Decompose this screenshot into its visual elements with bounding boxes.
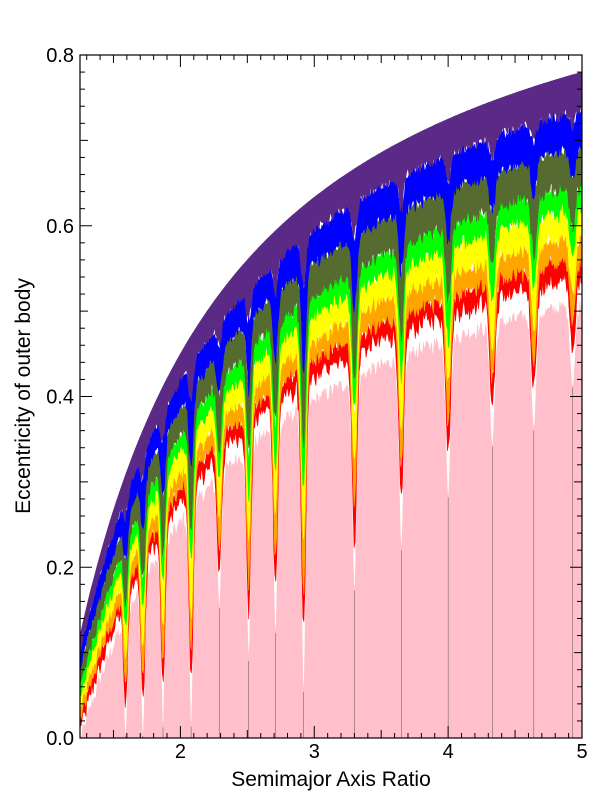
y-axis-ticks: 0.0 0.2 0.4 0.6 0.8: [46, 45, 582, 750]
x-tick-label: 2: [175, 741, 186, 763]
y-tick-label: 0.6: [46, 216, 74, 238]
y-tick-label: 0.4: [46, 387, 74, 409]
x-tick-label: 5: [576, 741, 587, 763]
band-stable: [80, 300, 582, 738]
y-tick-label: 0.0: [46, 728, 74, 750]
y-axis-title: Eccentricity of outer body: [12, 278, 35, 514]
x-axis-ticks: 2 3 4 5: [86, 55, 588, 763]
band-olive: [80, 141, 582, 684]
x-tick-label: 4: [443, 741, 454, 763]
stability-bands: [80, 71, 582, 738]
band-blue: [80, 105, 582, 670]
resonance-lines: [125, 387, 573, 738]
y-tick-label: 0.2: [46, 557, 74, 579]
band-purple: [80, 71, 582, 652]
x-axis-title: Semimajor Axis Ratio: [231, 768, 431, 791]
x-tick-label: 3: [309, 741, 320, 763]
y-tick-label: 0.8: [46, 45, 74, 67]
